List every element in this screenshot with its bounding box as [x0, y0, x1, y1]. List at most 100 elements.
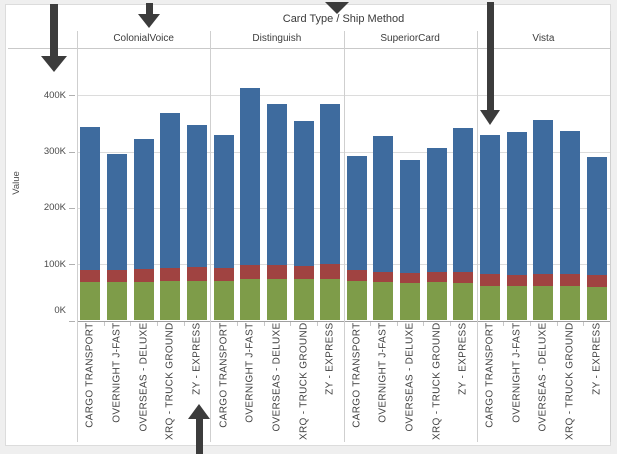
bar-segment-green[interactable] — [293, 279, 314, 321]
bar-segment-green[interactable] — [373, 282, 394, 321]
category-tick — [450, 321, 452, 326]
bar-segment-green[interactable] — [400, 282, 421, 321]
bar-segment-red[interactable] — [480, 274, 501, 286]
stacked-bar[interactable] — [213, 134, 234, 321]
bar-segment-red[interactable] — [426, 272, 447, 283]
bar-segment-green[interactable] — [320, 278, 341, 321]
stacked-bar[interactable] — [80, 127, 101, 321]
arrow-top-left-shaft — [50, 4, 58, 56]
arrow-vista-cargo-bar-head — [479, 110, 500, 125]
y-tick-label: 0K — [54, 305, 66, 316]
category-label: CARGO TRANSPORT — [84, 322, 96, 428]
category-label: OVERSEAS - DELUXE — [537, 322, 549, 432]
stacked-bar[interactable] — [266, 104, 287, 321]
category-label: OVERSEAS - DELUXE — [271, 322, 283, 432]
bar-segment-green[interactable] — [160, 281, 181, 321]
bar-segment-blue[interactable] — [106, 153, 127, 270]
bar-segment-red[interactable] — [293, 265, 314, 280]
bar-segment-green[interactable] — [560, 285, 581, 321]
bar-segment-blue[interactable] — [80, 127, 101, 270]
bar-segment-blue[interactable] — [186, 124, 207, 268]
stacked-bar[interactable] — [240, 88, 261, 321]
stacked-bar[interactable] — [586, 157, 607, 321]
bar-segment-red[interactable] — [346, 270, 367, 282]
stacked-bar[interactable] — [506, 131, 527, 321]
bar-segment-green[interactable] — [266, 278, 287, 321]
stacked-bar[interactable] — [346, 155, 367, 321]
bar-segment-blue[interactable] — [320, 103, 341, 265]
bar-segment-blue[interactable] — [160, 113, 181, 269]
arrow-colonialvoice-header-head — [138, 14, 160, 28]
bar-segment-green[interactable] — [240, 278, 261, 321]
bar-segment-green[interactable] — [480, 285, 501, 321]
panel-divider — [476, 31, 478, 442]
stacked-bar[interactable] — [293, 121, 314, 321]
bar-segment-green[interactable] — [453, 282, 474, 321]
bar-segment-blue[interactable] — [400, 160, 421, 273]
stacked-bar[interactable] — [480, 134, 501, 321]
bar-segment-green[interactable] — [586, 286, 607, 321]
bar-segment-red[interactable] — [240, 264, 261, 279]
category-tick — [423, 321, 425, 326]
stacked-bar[interactable] — [133, 138, 154, 321]
bar-segment-blue[interactable] — [293, 121, 314, 266]
bar-segment-blue[interactable] — [373, 135, 394, 273]
bar-segment-red[interactable] — [373, 272, 394, 283]
bar-segment-blue[interactable] — [426, 148, 447, 273]
bar-segment-green[interactable] — [506, 286, 527, 321]
category-tick — [183, 321, 185, 326]
bar-segment-red[interactable] — [213, 267, 234, 282]
stacked-bar[interactable] — [320, 103, 341, 321]
bar-segment-green[interactable] — [106, 282, 127, 321]
bar-segment-blue[interactable] — [480, 134, 501, 275]
bar-segment-blue[interactable] — [533, 119, 554, 274]
bar-segment-red[interactable] — [266, 264, 287, 279]
arrow-zy-express-label-shaft — [195, 419, 203, 454]
bar-segment-red[interactable] — [160, 268, 181, 282]
stacked-bar[interactable] — [426, 148, 447, 321]
stacked-bar[interactable] — [560, 130, 581, 321]
bar-segment-red[interactable] — [320, 264, 341, 279]
stacked-bar[interactable] — [106, 153, 127, 321]
bar-segment-red[interactable] — [133, 268, 154, 282]
bar-segment-green[interactable] — [80, 282, 101, 321]
stacked-bar[interactable] — [400, 160, 421, 321]
stacked-bar[interactable] — [373, 135, 394, 321]
bar-segment-red[interactable] — [106, 269, 127, 283]
stacked-bar[interactable] — [453, 127, 474, 321]
category-label: OVERNIGHT J-FAST — [377, 322, 389, 423]
panel-header-label: ColonialVoice — [113, 33, 174, 44]
bar-segment-green[interactable] — [346, 281, 367, 321]
bar-segment-red[interactable] — [453, 272, 474, 283]
stacked-bar[interactable] — [160, 113, 181, 321]
chart-canvas: Card Type / Ship Method Value 0K 100K 200K… — [5, 4, 611, 446]
bar-segment-red[interactable] — [80, 269, 101, 283]
bar-segment-blue[interactable] — [266, 104, 287, 265]
bar-segment-red[interactable] — [506, 274, 527, 287]
bar-segment-blue[interactable] — [213, 134, 234, 268]
bar-segment-blue[interactable] — [586, 157, 607, 276]
bar-segment-green[interactable] — [426, 282, 447, 321]
category-tick — [503, 321, 505, 326]
bar-segment-blue[interactable] — [506, 131, 527, 275]
bar-segment-blue[interactable] — [346, 155, 367, 271]
category-tick — [370, 321, 372, 326]
bar-segment-green[interactable] — [533, 285, 554, 321]
bar-segment-blue[interactable] — [453, 127, 474, 273]
bar-segment-red[interactable] — [186, 267, 207, 281]
panel-header-label: SuperiorCard — [380, 33, 440, 44]
bar-segment-green[interactable] — [186, 280, 207, 321]
stacked-bar[interactable] — [533, 119, 554, 321]
y-axis-tick-mark — [69, 95, 75, 97]
bar-segment-red[interactable] — [586, 275, 607, 287]
bar-segment-blue[interactable] — [560, 130, 581, 275]
bar-segment-red[interactable] — [533, 273, 554, 286]
bar-segment-blue[interactable] — [133, 138, 154, 269]
bar-segment-green[interactable] — [213, 281, 234, 321]
bar-segment-green[interactable] — [133, 281, 154, 321]
bar-segment-red[interactable] — [560, 274, 581, 286]
stacked-bar[interactable] — [186, 124, 207, 321]
bar-segment-red[interactable] — [400, 272, 421, 283]
bar-segment-blue[interactable] — [240, 88, 261, 265]
